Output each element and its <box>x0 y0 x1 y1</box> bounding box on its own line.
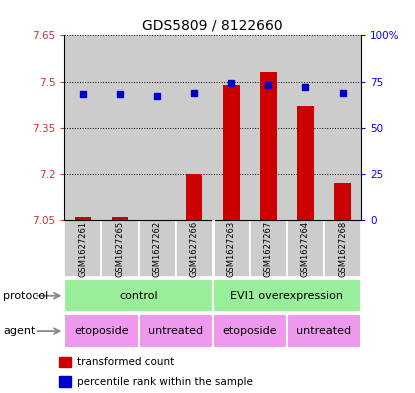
Bar <box>297 106 314 220</box>
Bar <box>139 314 213 348</box>
Bar <box>64 35 101 220</box>
Text: GSM1627263: GSM1627263 <box>227 220 236 277</box>
Bar <box>287 35 324 220</box>
Text: protocol: protocol <box>3 291 49 301</box>
Bar <box>213 220 250 277</box>
Bar <box>287 314 361 348</box>
Bar <box>324 220 361 277</box>
Bar <box>59 357 71 367</box>
Text: GSM1627265: GSM1627265 <box>115 220 124 277</box>
Bar <box>334 183 351 220</box>
Bar <box>139 220 176 277</box>
Text: untreated: untreated <box>148 326 203 336</box>
Bar <box>176 220 213 277</box>
Text: GSM1627262: GSM1627262 <box>153 220 161 277</box>
Text: agent: agent <box>3 326 36 336</box>
Bar <box>213 279 361 312</box>
Bar <box>64 220 101 277</box>
Text: etoposide: etoposide <box>222 326 277 336</box>
Bar <box>64 279 213 312</box>
Bar <box>324 35 361 220</box>
Text: control: control <box>119 291 158 301</box>
Text: untreated: untreated <box>296 326 352 336</box>
Bar <box>223 84 239 220</box>
Text: GSM1627267: GSM1627267 <box>264 220 273 277</box>
Text: GSM1627266: GSM1627266 <box>190 220 199 277</box>
Text: GSM1627264: GSM1627264 <box>301 220 310 277</box>
Bar <box>112 217 128 220</box>
Bar <box>213 35 250 220</box>
Text: transformed count: transformed count <box>77 357 174 367</box>
Bar <box>75 217 91 220</box>
Bar <box>186 174 203 220</box>
Bar <box>176 35 213 220</box>
Bar <box>250 220 287 277</box>
Text: EVI1 overexpression: EVI1 overexpression <box>230 291 343 301</box>
Bar <box>287 220 324 277</box>
Text: percentile rank within the sample: percentile rank within the sample <box>77 376 253 387</box>
Text: GSM1627268: GSM1627268 <box>338 220 347 277</box>
Bar <box>101 35 139 220</box>
Title: GDS5809 / 8122660: GDS5809 / 8122660 <box>142 19 283 33</box>
Bar <box>250 35 287 220</box>
Bar <box>64 314 139 348</box>
Text: GSM1627261: GSM1627261 <box>78 220 88 277</box>
Bar <box>139 35 176 220</box>
Bar <box>260 72 277 220</box>
Text: etoposide: etoposide <box>74 326 129 336</box>
Bar <box>59 376 71 387</box>
Bar <box>213 314 287 348</box>
Bar <box>101 220 139 277</box>
